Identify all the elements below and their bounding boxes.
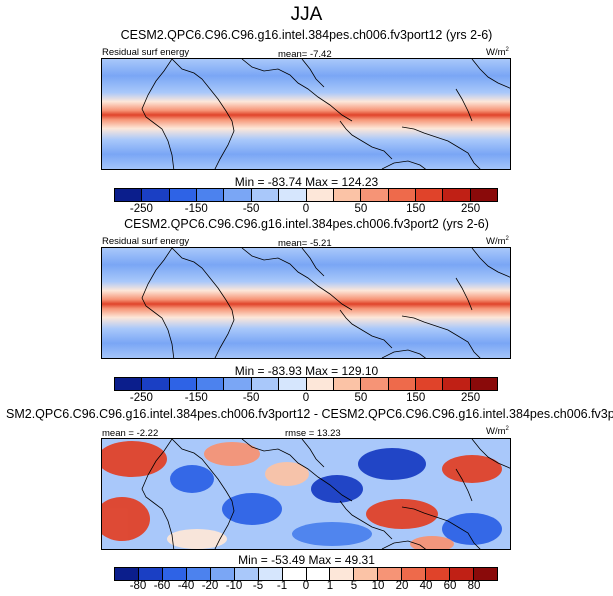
colorbar-cell xyxy=(426,568,451,580)
panel1-units: W/m2 xyxy=(486,47,509,59)
panel2-mean: mean= -5.21 xyxy=(278,238,332,249)
panel2-title: CESM2.QPC6.C96.C96.g16.intel.384pes.ch00… xyxy=(124,217,489,231)
colorbar-tick-label: 250 xyxy=(460,392,481,404)
colorbar-cell xyxy=(162,568,187,580)
colorbar-tick-label: -40 xyxy=(177,580,195,592)
colorbar-cell xyxy=(279,378,307,390)
colorbar-cell xyxy=(306,378,334,390)
colorbar-cell xyxy=(443,189,471,201)
colorbar-cell xyxy=(282,568,307,580)
colorbar-cell xyxy=(115,378,143,390)
units-label: W/m xyxy=(486,47,506,59)
colorbar-tick-label: 50 xyxy=(354,392,368,404)
colorbar-tick-label: 0 xyxy=(302,203,310,215)
panel1-map xyxy=(101,58,511,170)
colorbar-cell xyxy=(169,189,198,201)
colorbar-cell xyxy=(330,568,355,580)
colorbar-tick-label: -60 xyxy=(153,580,171,592)
colorbar-cell xyxy=(258,568,283,580)
colorbar-cell xyxy=(169,378,198,390)
colorbar-tick-label: -150 xyxy=(184,392,208,404)
colorbar-cell xyxy=(224,189,252,201)
colorbar-cell xyxy=(470,378,498,390)
colorbar-cell xyxy=(186,568,211,580)
diff-field-patches xyxy=(102,441,502,549)
colorbar-tick-label: 0 xyxy=(302,580,310,592)
colorbar-tick-label: -10 xyxy=(225,580,243,592)
units-label: W/m xyxy=(486,426,506,438)
colorbar-cell xyxy=(415,378,444,390)
colorbar-cell xyxy=(279,189,307,201)
colorbar-cell xyxy=(306,568,331,580)
panel1-colorbar xyxy=(114,188,498,202)
colorbar-tick-label: -50 xyxy=(242,203,260,215)
colorbar-cell xyxy=(197,378,225,390)
colorbar-tick-label: 150 xyxy=(406,203,426,215)
colorbar-cell xyxy=(474,568,497,580)
colorbar-tick-label: 250 xyxy=(460,203,481,215)
panel2-field-label: Residual surf energy xyxy=(102,236,190,247)
colorbar-cell xyxy=(443,378,471,390)
colorbar-cell xyxy=(306,189,334,201)
panel3-units: W/m2 xyxy=(486,426,509,438)
panel1-title: CESM2.QPC6.C96.C96.g16.intel.384pes.ch00… xyxy=(120,28,493,42)
colorbar-tick-label: 50 xyxy=(354,203,368,215)
colorbar-tick-label: -50 xyxy=(242,392,260,404)
colorbar-cell xyxy=(354,568,379,580)
colorbar-cell xyxy=(388,189,416,201)
colorbar-cell xyxy=(115,568,139,580)
panel1-mean: mean= -7.42 xyxy=(278,49,332,60)
colorbar-tick-label: -250 xyxy=(129,392,153,404)
colorbar-tick-label: -1 xyxy=(276,580,288,592)
colorbar-tick-label: 5 xyxy=(350,580,358,592)
colorbar-cell xyxy=(388,378,416,390)
colorbar-cell xyxy=(470,189,498,201)
colorbar-cell xyxy=(138,568,163,580)
colorbar-tick-label: -20 xyxy=(201,580,219,592)
colorbar-cell xyxy=(378,568,403,580)
colorbar-tick-label: 10 xyxy=(371,580,385,592)
colorbar-cell xyxy=(115,189,143,201)
colorbar-tick-label: 150 xyxy=(406,392,426,404)
colorbar-cell xyxy=(402,568,427,580)
panel3-mean: mean = -2.22 xyxy=(102,428,159,439)
colorbar-tick-label: 80 xyxy=(467,580,481,592)
colorbar-tick-label: 20 xyxy=(395,580,409,592)
colorbar-tick-label: 60 xyxy=(443,580,457,592)
colorbar-cell xyxy=(224,378,252,390)
panel2-colorbar xyxy=(114,377,498,391)
colorbar-cell xyxy=(251,378,280,390)
figure-title: JJA xyxy=(290,4,323,25)
colorbar-cell xyxy=(450,568,475,580)
panel2-map xyxy=(101,247,511,359)
colorbar-tick-label: 0 xyxy=(302,392,310,404)
panel3-rmse: rmse = 13.23 xyxy=(285,428,341,439)
units-label: W/m xyxy=(486,236,506,248)
colorbar-cell xyxy=(234,568,259,580)
colorbar-tick-label: 1 xyxy=(326,580,334,592)
panel3-title-text: SM2.QPC6.C96.C96.g16.intel.384pes.ch006.… xyxy=(6,407,613,421)
colorbar-cell xyxy=(197,189,225,201)
colorbar-cell xyxy=(415,189,444,201)
colorbar-tick-label: 40 xyxy=(419,580,433,592)
colorbar-tick-label: -5 xyxy=(252,580,264,592)
colorbar-cell xyxy=(142,189,170,201)
colorbar-cell xyxy=(142,378,170,390)
colorbar-tick-label: -80 xyxy=(129,580,147,592)
panel3-map xyxy=(101,438,511,550)
panel3-colorbar xyxy=(114,567,498,581)
colorbar-cell xyxy=(251,189,280,201)
panel1-minmax: Min = -83.74 Max = 124.23 xyxy=(234,175,379,189)
colorbar-cell xyxy=(210,568,235,580)
panel2-minmax: Min = -83.93 Max = 129.10 xyxy=(234,364,379,378)
panel2-units: W/m2 xyxy=(486,236,509,248)
colorbar-cell xyxy=(333,378,362,390)
panel3-minmax: Min = -53.49 Max = 49.31 xyxy=(238,553,375,567)
panel1-field-label: Residual surf energy xyxy=(102,47,190,58)
colorbar-cell xyxy=(361,189,389,201)
colorbar-cell xyxy=(333,189,362,201)
colorbar-tick-label: -250 xyxy=(129,203,153,215)
colorbar-tick-label: -150 xyxy=(184,203,208,215)
colorbar-cell xyxy=(361,378,389,390)
